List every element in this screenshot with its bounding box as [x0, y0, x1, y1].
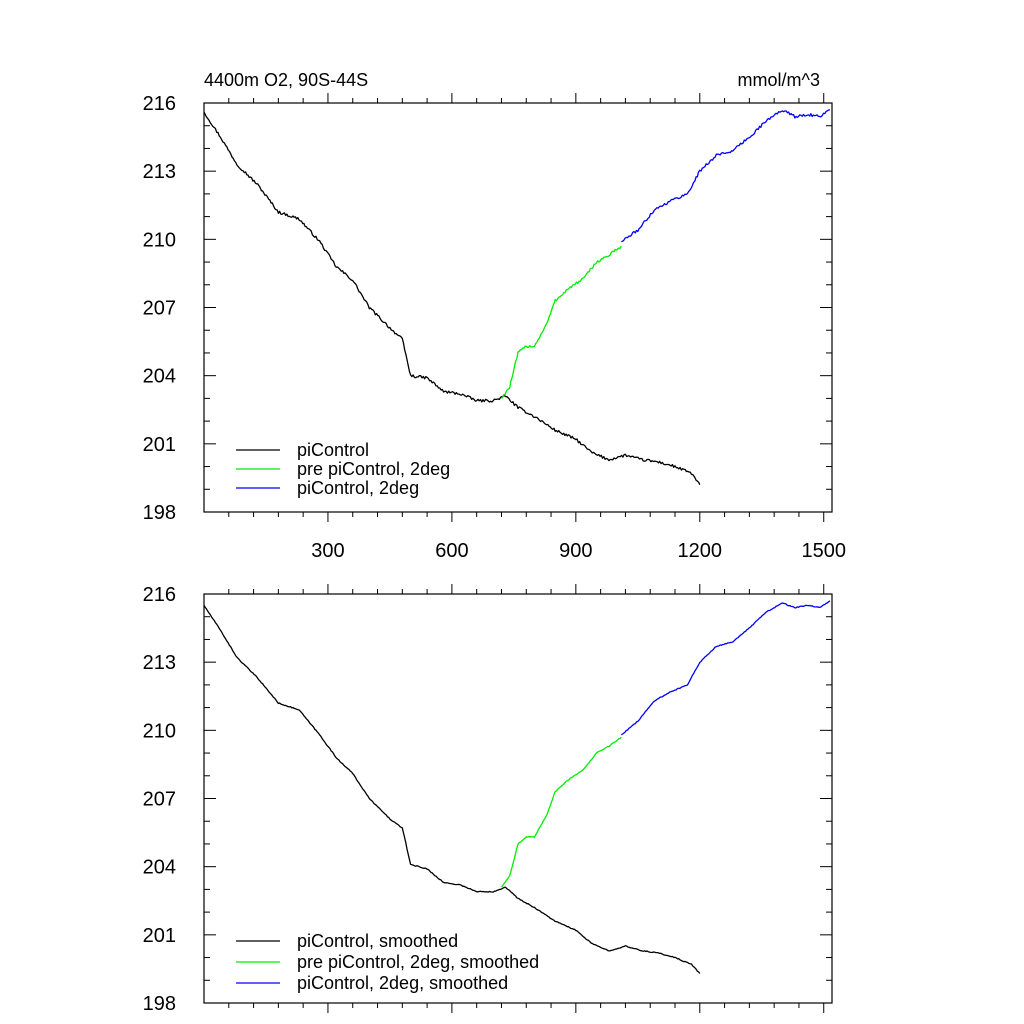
series-line-2 — [501, 736, 622, 888]
chart-title: 4400m O2, 90S-44S — [204, 70, 368, 90]
series-line-3 — [620, 600, 831, 736]
legend-label-3: piControl, 2deg — [297, 478, 419, 498]
y-tick-label: 207 — [143, 298, 176, 320]
top-panel: 300 600 900 1200 1500 198 201 204 207 210 213 216 pi… — [143, 93, 846, 562]
y-tick-label: 207 — [143, 789, 176, 811]
series-line-2 — [501, 245, 622, 399]
legend-label-2: pre piControl, 2deg, smoothed — [297, 952, 539, 972]
y-tick-label: 213 — [143, 161, 176, 183]
y-tick-label: 210 — [143, 229, 176, 251]
legend-label-1: piControl — [297, 440, 369, 460]
y-tick-label: 216 — [143, 93, 176, 115]
x-tick-label: 1200 — [678, 540, 723, 562]
units-label: mmol/m^3 — [738, 70, 820, 90]
x-tick-label: 600 — [435, 540, 468, 562]
series-line-1 — [203, 605, 701, 974]
y-tick-label: 216 — [143, 584, 176, 606]
y-tick-label: 210 — [143, 720, 176, 742]
series-line-3 — [621, 109, 830, 243]
legend-label-1: piControl, smoothed — [297, 931, 458, 951]
y-tick-label: 213 — [143, 652, 176, 674]
y-tick-label: 201 — [143, 925, 176, 947]
y-tick-label: 201 — [143, 434, 176, 456]
y-tick-label: 204 — [143, 857, 176, 879]
y-tick-label: 198 — [143, 502, 176, 524]
legend-label-2: pre piControl, 2deg — [297, 459, 450, 479]
x-tick-label: 900 — [559, 540, 592, 562]
bottom-panel: 198 201 204 207 210 213 216 piControl, smoothed… — [143, 584, 833, 1015]
legend-label-3: piControl, 2deg, smoothed — [297, 973, 508, 993]
y-tick-label: 198 — [143, 993, 176, 1015]
x-tick-label: 1500 — [801, 540, 846, 562]
series-line-1 — [203, 111, 701, 485]
y-tick-label: 204 — [143, 366, 176, 388]
x-tick-label: 300 — [311, 540, 344, 562]
